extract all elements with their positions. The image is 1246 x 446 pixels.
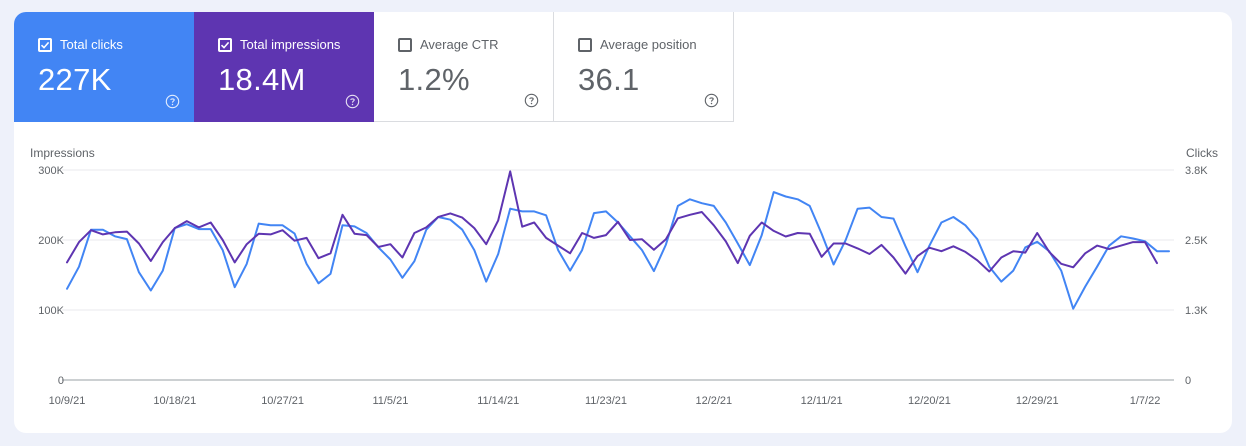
right-tick-label: 0 — [1185, 375, 1191, 387]
right-tick-label: 2.5K — [1185, 235, 1208, 247]
x-tick-label: 11/14/21 — [477, 395, 519, 407]
average-position-header: Average position — [578, 37, 697, 52]
left-tick-label: 200K — [38, 235, 64, 247]
x-tick-label: 11/23/21 — [585, 395, 627, 407]
average-position-value: 36.1 — [578, 62, 640, 97]
right-tick-label: 3.8K — [1185, 165, 1208, 177]
average-ctr-header: Average CTR — [398, 37, 499, 52]
average-position-label: Average position — [600, 37, 697, 52]
total-impressions-header: Total impressions — [218, 37, 340, 52]
clicks-series-line — [66, 191, 1170, 310]
impressions-series-line — [66, 170, 1158, 275]
x-tick-label: 1/7/22 — [1130, 395, 1161, 407]
x-tick-label: 10/27/21 — [261, 395, 304, 407]
left-tick-label: 100K — [38, 305, 64, 317]
left-axis-title: Impressions — [30, 146, 95, 160]
x-tick-label: 12/20/21 — [908, 395, 951, 407]
total-clicks-tile[interactable]: Total clicks 227K — [14, 12, 194, 122]
average-position-tile[interactable]: Average position 36.1 — [554, 12, 734, 122]
total-clicks-label: Total clicks — [60, 37, 123, 52]
right-axis-title: Clicks — [1186, 146, 1218, 160]
x-tick-label: 12/29/21 — [1016, 395, 1059, 407]
checkbox-icon[interactable] — [578, 37, 592, 52]
help-icon[interactable] — [165, 94, 180, 109]
total-impressions-value: 18.4M — [218, 62, 306, 97]
checkbox-icon[interactable] — [38, 37, 52, 52]
total-impressions-tile[interactable]: Total impressions 18.4M — [194, 12, 374, 122]
left-tick-label: 300K — [38, 165, 64, 177]
checkbox-icon[interactable] — [398, 37, 412, 52]
checkbox-icon[interactable] — [218, 37, 232, 52]
help-icon[interactable] — [704, 93, 719, 108]
x-tick-label: 10/9/21 — [49, 395, 86, 407]
x-tick-label: 12/11/21 — [801, 395, 843, 407]
average-ctr-label: Average CTR — [420, 37, 499, 52]
total-clicks-header: Total clicks — [38, 37, 123, 52]
average-ctr-value: 1.2% — [398, 62, 470, 97]
metric-tiles: Total clicks 227K Total impressions 18.4… — [14, 12, 734, 122]
help-icon[interactable] — [345, 94, 360, 109]
x-tick-label: 10/18/21 — [153, 395, 196, 407]
total-clicks-value: 227K — [38, 62, 112, 97]
total-impressions-label: Total impressions — [240, 37, 341, 52]
right-tick-label: 1.3K — [1185, 305, 1208, 317]
help-icon[interactable] — [524, 93, 539, 108]
x-tick-label: 11/5/21 — [372, 395, 408, 407]
left-tick-label: 0 — [58, 375, 64, 387]
performance-chart[interactable]: 0 0 100K 1.3K 200K 2.5K 300K 3.8K 10/9/21 10/18/2… — [14, 12, 1232, 433]
x-tick-label: 12/2/21 — [695, 395, 732, 407]
average-ctr-tile[interactable]: Average CTR 1.2% — [374, 12, 554, 122]
performance-card: Total clicks 227K Total impressions 18.4… — [14, 12, 1232, 433]
